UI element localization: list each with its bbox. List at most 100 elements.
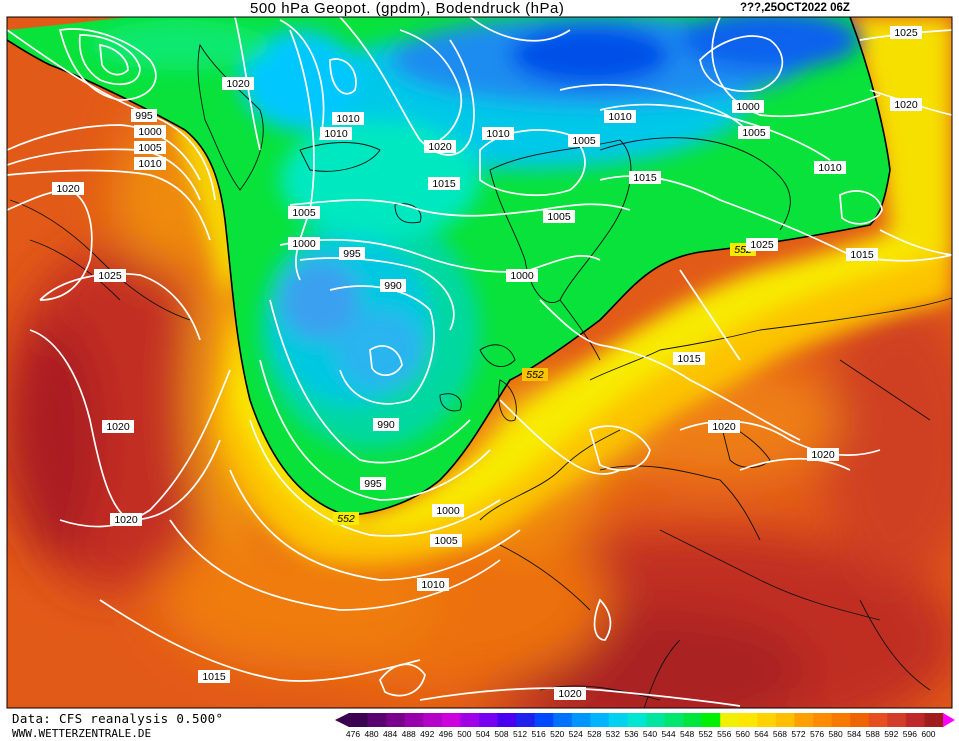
svg-text:1005: 1005 [572, 135, 596, 147]
legend-tick-label: 484 [383, 729, 397, 739]
isobar-label: 1015 [673, 352, 705, 365]
legend-swatch [386, 713, 406, 727]
svg-text:1000: 1000 [292, 238, 316, 250]
map-timestamp: ???,25OCT2022 06Z [740, 2, 850, 14]
legend-swatch [367, 713, 387, 727]
legend-swatch [404, 713, 424, 727]
svg-text:1005: 1005 [434, 535, 458, 547]
svg-text:995: 995 [364, 478, 382, 490]
legend-tick-label: 548 [680, 729, 694, 739]
svg-text:1010: 1010 [818, 162, 842, 174]
legend-swatch [757, 713, 777, 727]
svg-text:1015: 1015 [850, 249, 874, 261]
legend-tick-label: 552 [699, 729, 713, 739]
isobar-label: 1020 [890, 98, 922, 111]
legend-tick-label: 504 [476, 729, 490, 739]
isobar-label-group: 1025 1020 1000 1005 1010 995 1000 1005 1… [52, 26, 922, 700]
svg-text:1005: 1005 [742, 127, 766, 139]
svg-text:1010: 1010 [336, 113, 360, 125]
isobar-label: 995 [360, 477, 386, 490]
isobar-label: 1025 [746, 238, 778, 251]
svg-text:990: 990 [384, 280, 402, 292]
svg-text:1015: 1015 [633, 172, 657, 184]
isobar-label: 1010 [320, 127, 352, 140]
isobar-label: 1005 [568, 134, 600, 147]
website-label: WWW.WETTERZENTRALE.DE [12, 727, 152, 740]
isobar-label: 990 [373, 418, 399, 431]
legend-swatch [720, 713, 740, 727]
legend-swatch [683, 713, 703, 727]
isobar-label: 552 [522, 368, 548, 381]
legend-tick-label: 516 [532, 729, 546, 739]
geopotential-field: 1025 1020 1000 1005 1010 995 1000 1005 1… [7, 17, 952, 708]
legend-swatch [868, 713, 888, 727]
legend-tick-label: 512 [513, 729, 527, 739]
legend-swatch [701, 713, 721, 727]
isobar-label: 1020 [424, 140, 456, 153]
legend-tick-label: 544 [661, 729, 675, 739]
map-title: 500 hPa Geopot. (gpdm), Bodendruck (hPa) [250, 0, 565, 17]
legend-swatch [813, 713, 833, 727]
svg-text:552: 552 [526, 369, 544, 381]
isobar-label: 1010 [482, 127, 514, 140]
isobar-label: 1015 [629, 171, 661, 184]
isobar-label: 1015 [428, 177, 460, 190]
legend-tick-label: 596 [903, 729, 917, 739]
isobar-label: 995 [339, 247, 365, 260]
legend-swatch [497, 713, 517, 727]
legend-tick-label: 564 [754, 729, 768, 739]
svg-text:1020: 1020 [56, 183, 80, 195]
data-source-label: Data: CFS reanalysis 0.500° [12, 711, 224, 726]
legend-tick-label: 588 [866, 729, 880, 739]
legend-tick-label: 568 [773, 729, 787, 739]
svg-text:1020: 1020 [558, 688, 582, 700]
legend-tick-label: 528 [587, 729, 601, 739]
svg-text:1020: 1020 [712, 421, 736, 433]
svg-text:1020: 1020 [811, 449, 835, 461]
legend-tick-label: 600 [921, 729, 935, 739]
svg-text:990: 990 [377, 419, 395, 431]
isobar-label: 990 [380, 279, 406, 292]
isobar-label: 1010 [332, 112, 364, 125]
legend-tick-label: 592 [884, 729, 898, 739]
isobar-label: 1020 [110, 513, 142, 526]
isobar-label: 1020 [52, 182, 84, 195]
isobar-label: 1005 [430, 534, 462, 547]
svg-text:1000: 1000 [138, 126, 162, 138]
isobar-label: 1020 [807, 448, 839, 461]
legend-swatch [794, 713, 814, 727]
legend-swatch [924, 713, 944, 727]
svg-text:1015: 1015 [432, 178, 456, 190]
legend-swatch [349, 713, 368, 727]
svg-text:1020: 1020 [114, 514, 138, 526]
svg-text:1005: 1005 [138, 142, 162, 154]
legend-swatch [646, 713, 665, 727]
legend-swatch [478, 713, 498, 727]
isobar-label: 1000 [732, 100, 764, 113]
svg-text:1025: 1025 [98, 270, 122, 282]
legend-swatch [460, 713, 480, 727]
isobar-label: 1000 [134, 125, 166, 138]
legend-swatch [571, 713, 591, 727]
legend-tick-label: 532 [606, 729, 620, 739]
isobar-label: 1020 [554, 687, 586, 700]
isobar-label: 1010 [134, 157, 166, 170]
svg-text:1000: 1000 [436, 505, 460, 517]
svg-text:1025: 1025 [750, 239, 774, 251]
svg-text:1020: 1020 [226, 78, 250, 90]
isobar-label: 1020 [708, 420, 740, 433]
svg-text:1020: 1020 [428, 141, 452, 153]
legend-tick-label: 560 [736, 729, 750, 739]
svg-text:1020: 1020 [106, 421, 130, 433]
isobar-label: 552 [333, 512, 359, 525]
svg-text:1010: 1010 [608, 111, 632, 123]
legend-swatch [775, 713, 795, 727]
legend-swatch [608, 713, 628, 727]
isobar-label: 1015 [198, 670, 230, 683]
legend-swatch [534, 713, 554, 727]
svg-text:995: 995 [343, 248, 361, 260]
isobar-label: 1005 [738, 126, 770, 139]
legend-swatch [590, 713, 610, 727]
